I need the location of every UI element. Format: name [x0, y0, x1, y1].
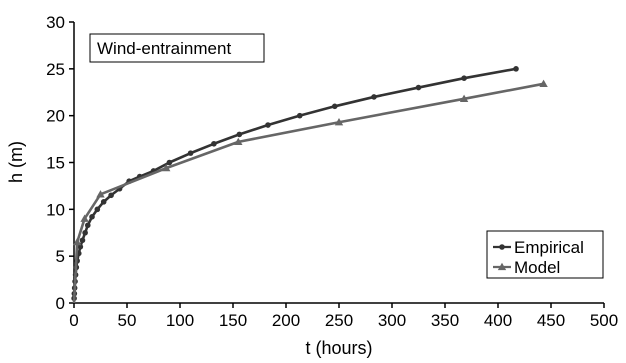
point-empirical — [371, 94, 377, 100]
y-ticks: 0 5 10 15 20 25 30 — [46, 13, 74, 313]
y-axis-title: h (m) — [6, 141, 26, 183]
point-empirical — [236, 131, 243, 138]
x-tick-label: 500 — [590, 311, 618, 330]
point-model — [80, 214, 89, 222]
point-model — [162, 163, 171, 172]
legend-item-model: Model — [493, 258, 560, 277]
point-empirical — [265, 122, 271, 128]
series-line-model — [72, 82, 544, 304]
point-empirical — [166, 159, 173, 166]
legend-swatch-marker — [499, 244, 505, 250]
point-empirical — [94, 206, 101, 213]
point-model — [96, 190, 105, 198]
x-tick-label: 150 — [219, 311, 247, 330]
x-tick-label: 350 — [431, 311, 459, 330]
series-model — [72, 79, 548, 304]
point-model — [234, 137, 243, 146]
point-empirical — [77, 244, 84, 250]
x-tick-label: 300 — [378, 311, 406, 330]
x-tick-label: 100 — [166, 311, 194, 330]
y-tick-label: 0 — [56, 294, 65, 313]
point-model — [459, 94, 469, 102]
point-model — [334, 118, 344, 126]
point-model — [539, 79, 548, 87]
legend-item-empirical: Empirical — [493, 238, 584, 257]
series-layer — [71, 66, 548, 304]
y-tick-label: 5 — [56, 247, 65, 266]
legend-swatch-marker — [497, 262, 507, 271]
point-empirical — [461, 75, 467, 81]
point-empirical — [79, 237, 86, 244]
point-empirical — [82, 229, 88, 236]
annotation-box: Wind-entrainment — [89, 33, 265, 63]
y-tick-label: 30 — [46, 13, 65, 32]
point-empirical — [187, 150, 194, 156]
y-tick-label: 25 — [46, 60, 65, 79]
x-tick-label: 200 — [272, 311, 300, 330]
y-tick-label: 15 — [46, 154, 65, 173]
x-axis-title: t (hours) — [305, 338, 372, 358]
x-tick-label: 0 — [69, 311, 78, 330]
series-line-empirical — [72, 67, 517, 299]
point-empirical — [211, 140, 217, 147]
x-tick-label: 450 — [537, 311, 565, 330]
point-model — [72, 237, 82, 246]
legend-label-empirical: Empirical — [514, 238, 584, 257]
point-empirical — [331, 103, 338, 110]
x-tick-label: 400 — [484, 311, 512, 330]
x-tick-label: 50 — [118, 311, 137, 330]
point-empirical — [89, 214, 95, 220]
y-tick-label: 20 — [46, 107, 65, 126]
y-tick-label: 10 — [46, 200, 65, 219]
x-ticks: 0 50 100 150 200 250 300 350 400 450 500 — [69, 303, 618, 330]
point-empirical — [296, 112, 303, 119]
x-tick-label: 250 — [325, 311, 353, 330]
legend-box — [486, 230, 604, 279]
point-empirical — [100, 199, 107, 205]
point-empirical — [108, 192, 114, 199]
point-empirical — [513, 66, 519, 72]
annotation-text: Wind-entrainment — [97, 39, 231, 58]
legend-label-model: Model — [514, 258, 560, 277]
point-empirical — [84, 222, 91, 229]
point-empirical — [415, 84, 422, 91]
